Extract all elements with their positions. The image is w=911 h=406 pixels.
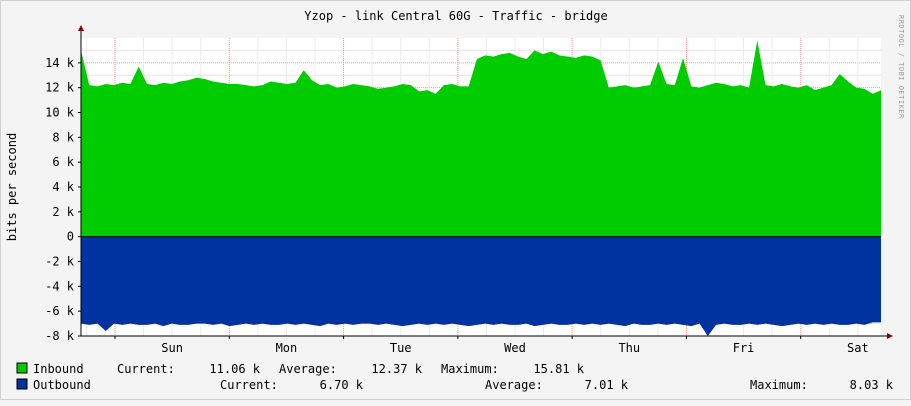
x-tick-label: Sat <box>847 341 869 355</box>
outbound-current: 6.70 k <box>320 378 364 392</box>
outbound-swatch <box>16 378 28 390</box>
inbound-name: Inbound <box>33 362 84 376</box>
x-tick-label: Tue <box>390 341 412 355</box>
outbound-maximum-label: Maximum: <box>750 378 808 392</box>
y-tick-label: 4 k <box>52 180 74 194</box>
x-tick-label: Mon <box>276 341 298 355</box>
axes <box>78 25 893 339</box>
y-axis-label: bits per second <box>5 133 19 241</box>
outbound-name: Outbound <box>33 378 91 392</box>
y-tick-label: -8 k <box>45 329 75 343</box>
y-tick-label: 2 k <box>52 205 74 219</box>
x-tick-label: Fri <box>733 341 755 355</box>
x-tick-label: Sun <box>161 341 183 355</box>
y-tick-label: 0 <box>67 230 74 244</box>
y-tick-label: -2 k <box>45 255 75 269</box>
inbound-area <box>81 40 881 237</box>
inbound-current-label: Current: <box>117 362 175 376</box>
y-tick-label: 8 k <box>52 130 74 144</box>
x-tick-label: Thu <box>618 341 640 355</box>
inbound-swatch <box>16 362 28 374</box>
inbound-maximum-label: Maximum: <box>441 362 499 376</box>
inbound-average: 12.37 k <box>371 362 422 376</box>
series-areas <box>81 40 881 336</box>
y-axis-arrow-icon <box>78 25 84 31</box>
inbound-average-label: Average: <box>279 362 337 376</box>
outbound-average: 7.01 k <box>585 378 629 392</box>
outbound-average-label: Average: <box>485 378 543 392</box>
y-tick-label: -6 k <box>45 304 75 318</box>
inbound-current: 11.06 k <box>209 362 260 376</box>
y-tick-label: 14 k <box>45 56 75 70</box>
x-tick-label: Wed <box>504 341 526 355</box>
x-tick-labels: Sun Mon Tue Wed Thu Fri Sat <box>161 341 868 355</box>
y-tick-label: -4 k <box>45 279 75 293</box>
rrdtool-watermark: RRDTOOL / TOBI OETIKER <box>897 15 905 119</box>
outbound-maximum: 8.03 k <box>850 378 894 392</box>
inbound-maximum: 15.81 k <box>533 362 584 376</box>
y-tick-label: 6 k <box>52 155 74 169</box>
chart-title: Yzop - link Central 60G - Traffic - brid… <box>304 9 607 23</box>
legend-row-outbound: Outbound Current: 6.70 k Average: 7.01 k… <box>16 378 894 392</box>
y-tick-labels: 14 k 12 k 10 k 8 k 6 k 4 k 2 k 0 -2 k -4 k -6 k -8 … <box>45 56 75 343</box>
legend: Inbound Current: 11.06 k Average: 12.37 … <box>16 362 894 392</box>
y-tick-label: 10 k <box>45 106 75 120</box>
outbound-area <box>81 236 881 336</box>
x-axis-arrow-icon <box>887 333 893 339</box>
y-tick-label: 12 k <box>45 81 75 95</box>
outbound-current-label: Current: <box>220 378 278 392</box>
legend-row-inbound: Inbound Current: 11.06 k Average: 12.37 … <box>16 362 585 376</box>
